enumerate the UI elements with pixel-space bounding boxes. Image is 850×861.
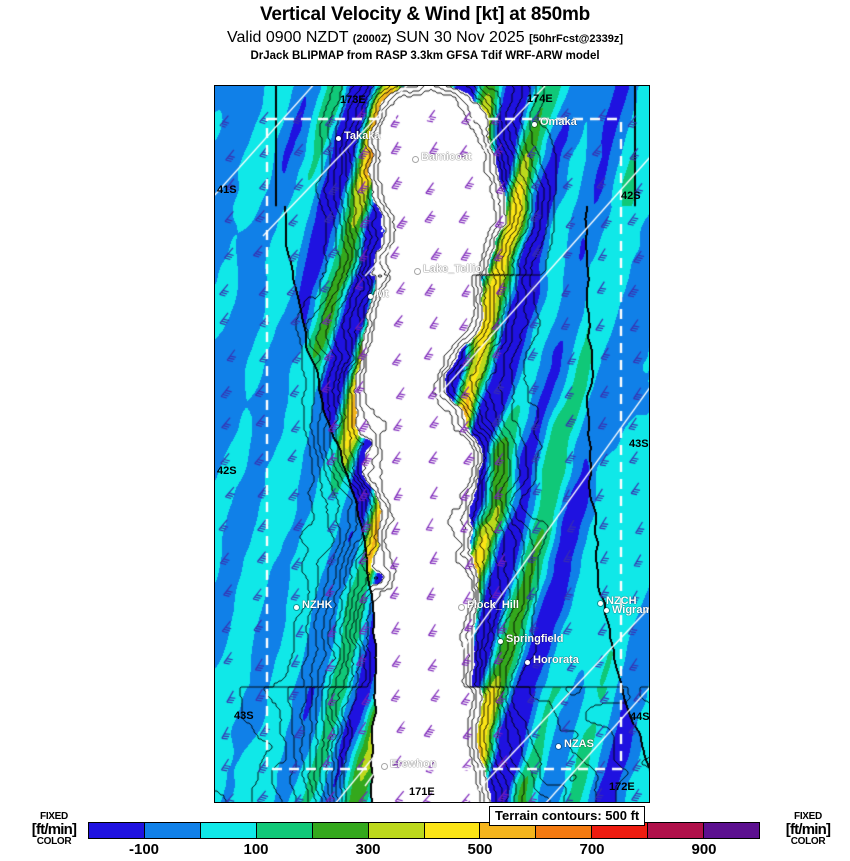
station-dot-takaka[interactable] bbox=[336, 136, 341, 141]
colorbar-tick--100: -100 bbox=[128, 841, 160, 858]
colorbar-tick-700: 700 bbox=[579, 841, 605, 858]
station-dot-nzas[interactable] bbox=[556, 744, 561, 749]
colorbar-tick-900: 900 bbox=[691, 841, 717, 858]
valid-date: SUN 30 Nov 2025 bbox=[395, 29, 525, 46]
fixed-text-right: FIXED bbox=[794, 811, 822, 822]
colorbar-tick-100: 100 bbox=[243, 841, 269, 858]
grid-label-173E: 173E bbox=[340, 94, 366, 106]
station-label-wigram: Wigram bbox=[612, 604, 650, 616]
colorbar-band-7 bbox=[480, 823, 537, 838]
valid-time-utc: (2000Z) bbox=[352, 33, 392, 45]
fixed-text-left: FIXED bbox=[40, 811, 68, 822]
station-label-lake_tellio: Lake_Tellio bbox=[423, 263, 483, 275]
station-label-springfield: Springfield bbox=[506, 633, 564, 645]
station-dot-mt[interactable] bbox=[368, 294, 373, 299]
grid-label-43S: 43S bbox=[629, 438, 649, 450]
valid-time-prefix: Valid 0900 NZDT bbox=[227, 29, 349, 46]
colorbar-band-8 bbox=[536, 823, 593, 838]
station-dot-nzch[interactable] bbox=[598, 601, 603, 606]
station-label-erewhon: Erewhon bbox=[390, 758, 437, 770]
color-text-right: COLOR bbox=[790, 836, 826, 847]
grid-label-172E: 172E bbox=[609, 781, 635, 793]
station-dot-omaka[interactable] bbox=[532, 122, 537, 127]
page-title: Vertical Velocity & Wind [kt] at 850mb bbox=[259, 4, 591, 25]
station-label-nzch: NZCH bbox=[606, 595, 637, 607]
grid-label-174E: 174E bbox=[527, 93, 553, 105]
forecast-map[interactable]: 173E 174E 41S 42S 42S 43S 43S 44S 171E 172E Takaka… bbox=[214, 85, 650, 803]
map-annotation-layer: 173E 174E 41S 42S 42S 43S 43S 44S 171E 172E Takaka… bbox=[215, 86, 649, 802]
grid-label-42S: 42S bbox=[217, 465, 237, 477]
colorbar-band-3 bbox=[256, 823, 313, 838]
grid-label-42S: 42S bbox=[621, 190, 641, 202]
colorbar-scale-label-right: FIXED [ft/min] COLOR bbox=[772, 812, 844, 847]
terrain-contour-note: Terrain contours: 500 ft bbox=[489, 806, 646, 826]
colorbar-band-1 bbox=[144, 823, 201, 838]
station-label-takaka: Takaka bbox=[344, 130, 381, 142]
valid-time-line: Valid 0900 NZDT (2000Z) SUN 30 Nov 2025 … bbox=[0, 29, 850, 47]
station-label-nzhk: NZHK bbox=[302, 599, 333, 611]
title-block: Vertical Velocity & Wind [kt] at 850mb V… bbox=[0, 0, 850, 62]
colorbar-band-11 bbox=[704, 823, 760, 838]
color-text-left: COLOR bbox=[36, 836, 72, 847]
units-text-left: [ft/min] bbox=[31, 821, 77, 838]
station-dot-hororata[interactable] bbox=[525, 660, 530, 665]
station-label-flock_hill: Flock_Hill bbox=[467, 599, 519, 611]
colorbar-band-4 bbox=[312, 823, 369, 838]
station-dot-flock_hill[interactable] bbox=[459, 605, 464, 610]
colorbar-band-2 bbox=[200, 823, 257, 838]
colorbar-tick-labels: -100 100 300 500 700 900 bbox=[88, 841, 760, 861]
station-dot-springfield[interactable] bbox=[498, 639, 503, 644]
colorbar-band-6 bbox=[424, 823, 481, 838]
station-dot-barnicoat[interactable] bbox=[413, 157, 418, 162]
colorbar-tick-300: 300 bbox=[355, 841, 381, 858]
station-dot-nzhk[interactable] bbox=[294, 605, 299, 610]
station-label-barnicoat: Barnicoat bbox=[421, 151, 472, 163]
station-label-omaka: Omaka bbox=[540, 116, 577, 128]
colorbar-band-5 bbox=[368, 823, 425, 838]
colorbar-tick-500: 500 bbox=[467, 841, 493, 858]
colorbar-section: -100 100 300 500 700 900 bbox=[0, 820, 850, 860]
units-text-right: [ft/min] bbox=[785, 821, 831, 838]
station-dot-erewhon[interactable] bbox=[382, 764, 387, 769]
colorbar-scale-label-left: FIXED [ft/min] COLOR bbox=[18, 812, 90, 847]
vertical-velocity-raster bbox=[215, 86, 649, 802]
grid-label-43S: 43S bbox=[234, 710, 254, 722]
colorbar-band-0 bbox=[89, 823, 145, 838]
grid-label-44S: 44S bbox=[630, 711, 650, 723]
station-dot-lake_tellio[interactable] bbox=[415, 269, 420, 274]
station-label-nzas: NZAS bbox=[564, 738, 594, 750]
station-label-hororata: Hororata bbox=[533, 654, 579, 666]
model-source-line: DrJack BLIPMAP from RASP 3.3km GFSA Tdif… bbox=[250, 50, 600, 62]
colorbar-band-10 bbox=[648, 823, 705, 838]
colorbar[interactable] bbox=[88, 822, 760, 839]
station-label-mt: Mt bbox=[376, 288, 389, 300]
forecast-tag: [50hrFcst@2339z] bbox=[529, 33, 623, 45]
colorbar-band-9 bbox=[592, 823, 649, 838]
station-dot-wigram[interactable] bbox=[604, 608, 609, 613]
grid-label-41S: 41S bbox=[217, 184, 237, 196]
grid-label-171E: 171E bbox=[409, 786, 435, 798]
